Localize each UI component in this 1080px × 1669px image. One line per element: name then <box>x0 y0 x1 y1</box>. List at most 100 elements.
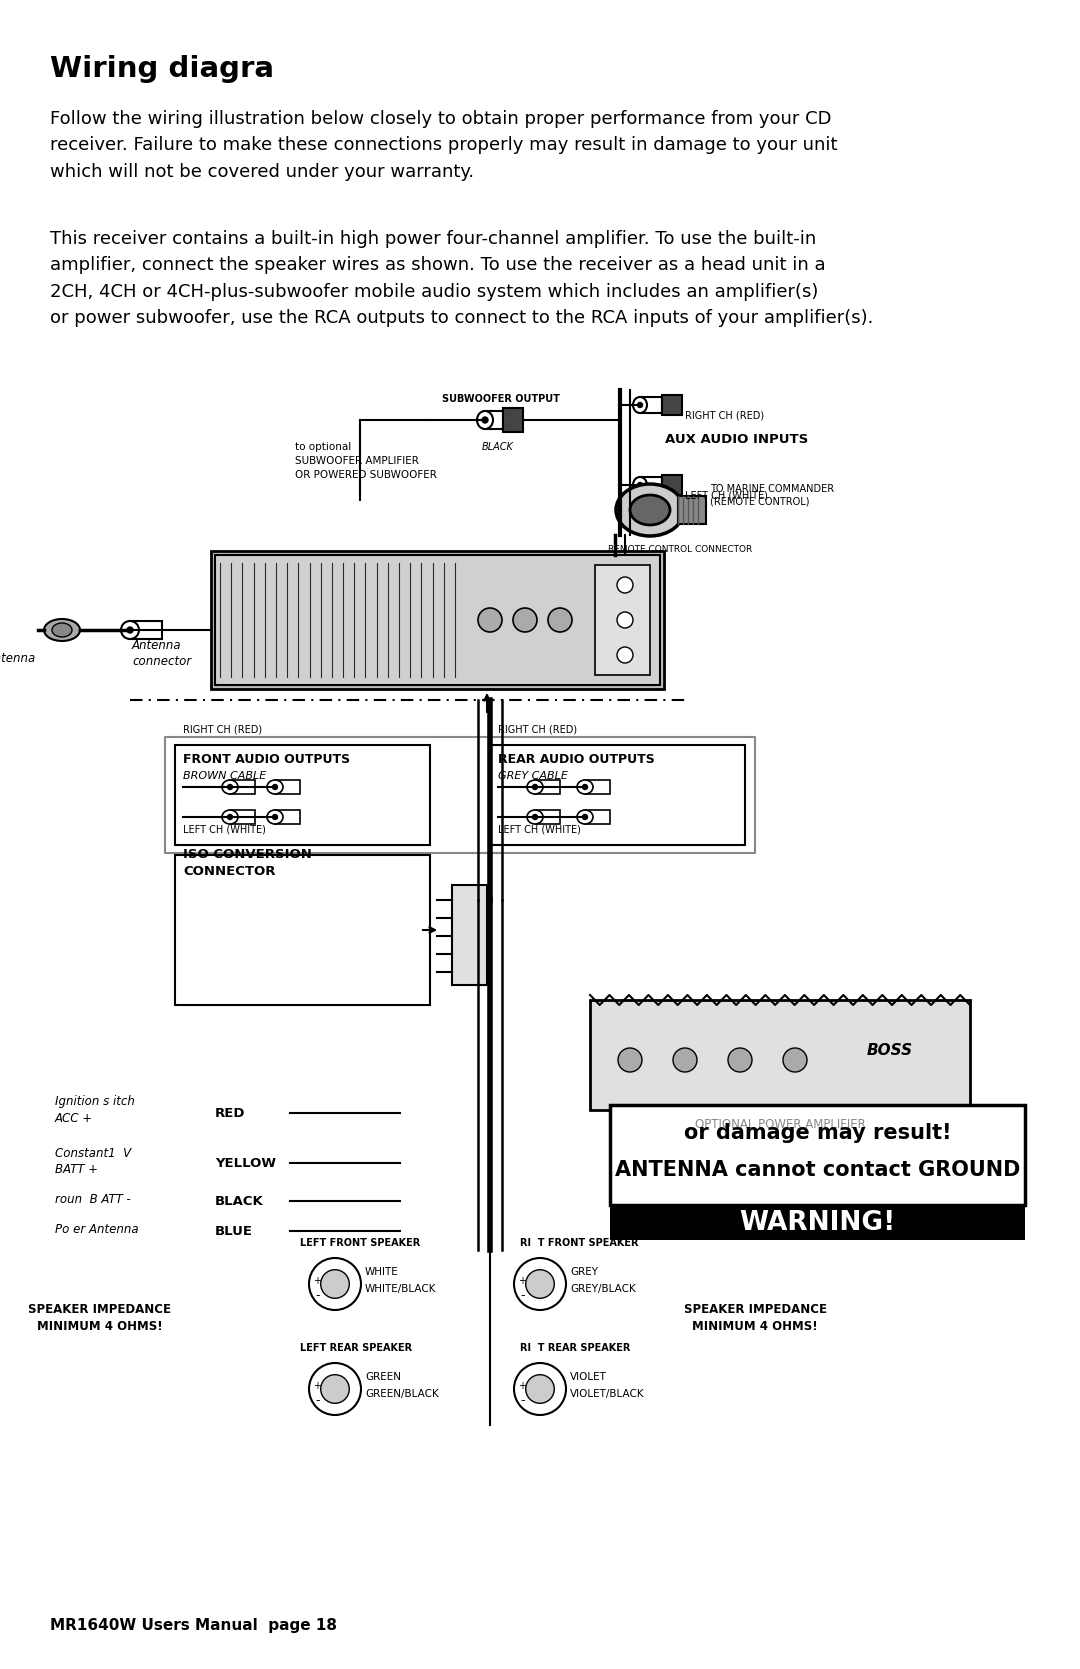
Bar <box>230 779 255 794</box>
Text: Constant1  V: Constant1 V <box>55 1147 131 1160</box>
Text: RI  T FRONT SPEAKER: RI T FRONT SPEAKER <box>519 1238 638 1248</box>
Text: WARNING!: WARNING! <box>740 1210 895 1237</box>
Text: BLACK: BLACK <box>482 442 514 452</box>
Text: WHITE: WHITE <box>365 1267 399 1277</box>
Ellipse shape <box>637 482 643 487</box>
Bar <box>230 809 255 824</box>
Text: +: + <box>313 1380 322 1390</box>
Ellipse shape <box>616 484 684 536</box>
Circle shape <box>321 1375 349 1404</box>
Circle shape <box>728 1048 752 1071</box>
Text: RED: RED <box>215 1107 245 1120</box>
Text: REAR AUDIO OUTPUTS: REAR AUDIO OUTPUTS <box>498 753 654 766</box>
Text: GREY/BLACK: GREY/BLACK <box>570 1283 636 1293</box>
Ellipse shape <box>222 809 238 824</box>
Text: Wiring diagra: Wiring diagra <box>50 55 274 83</box>
Ellipse shape <box>633 477 647 492</box>
Ellipse shape <box>222 779 238 794</box>
Circle shape <box>673 1048 697 1071</box>
Ellipse shape <box>127 628 133 633</box>
Bar <box>610 1205 1025 1240</box>
Bar <box>485 411 503 429</box>
Circle shape <box>526 1270 554 1298</box>
Circle shape <box>618 1048 642 1071</box>
Bar <box>211 551 664 689</box>
Ellipse shape <box>44 619 80 641</box>
Text: LEFT CH (WHITE): LEFT CH (WHITE) <box>498 824 581 834</box>
Text: WHITE/BLACK: WHITE/BLACK <box>365 1283 436 1293</box>
Text: or damage may result!: or damage may result! <box>684 1123 951 1143</box>
Text: YELLOW: YELLOW <box>215 1157 276 1170</box>
Text: GREY: GREY <box>570 1267 598 1277</box>
Text: BLUE: BLUE <box>215 1225 253 1238</box>
Text: BATT +: BATT + <box>55 1163 98 1177</box>
Text: BLACK: BLACK <box>215 1195 264 1208</box>
Text: -: - <box>521 1395 525 1407</box>
Circle shape <box>548 608 572 633</box>
Text: SPEAKER IMPEDANCE
MINIMUM 4 OHMS!: SPEAKER IMPEDANCE MINIMUM 4 OHMS! <box>28 1303 172 1334</box>
Ellipse shape <box>121 621 139 639</box>
Ellipse shape <box>272 814 278 819</box>
Text: -: - <box>521 1290 525 1302</box>
Ellipse shape <box>577 809 593 824</box>
Bar <box>535 779 561 794</box>
Ellipse shape <box>228 814 232 819</box>
Text: LEFT REAR SPEAKER: LEFT REAR SPEAKER <box>300 1344 413 1354</box>
Ellipse shape <box>267 809 283 824</box>
Ellipse shape <box>630 496 670 526</box>
Text: ISO CONVERSION
CONNECTOR: ISO CONVERSION CONNECTOR <box>183 848 312 878</box>
Ellipse shape <box>582 814 588 819</box>
Text: AUX AUDIO INPUTS: AUX AUDIO INPUTS <box>665 432 808 446</box>
Circle shape <box>783 1048 807 1071</box>
Bar <box>595 566 650 674</box>
Text: RIGHT CH (RED): RIGHT CH (RED) <box>183 724 262 734</box>
Text: to optional
SUBWOOFER AMPLIFIER
OR POWERED SUBWOOFER: to optional SUBWOOFER AMPLIFIER OR POWER… <box>295 442 437 481</box>
Circle shape <box>309 1258 361 1310</box>
Text: Ignition s itch: Ignition s itch <box>55 1095 135 1108</box>
Text: GREEN/BLACK: GREEN/BLACK <box>365 1389 438 1399</box>
Text: LEFT CH (WHITE): LEFT CH (WHITE) <box>183 824 266 834</box>
Bar <box>662 476 681 496</box>
Bar <box>275 779 300 794</box>
Text: -: - <box>315 1290 320 1302</box>
Text: LEFT FRONT SPEAKER: LEFT FRONT SPEAKER <box>300 1238 420 1248</box>
Bar <box>535 809 561 824</box>
Circle shape <box>309 1364 361 1415</box>
Ellipse shape <box>637 402 643 407</box>
Text: This receiver contains a built-in high power four-channel amplifier. To use the : This receiver contains a built-in high p… <box>50 230 874 327</box>
Text: REMOTE CONTROL CONNECTOR: REMOTE CONTROL CONNECTOR <box>608 546 753 554</box>
Text: SUBWOOFER OUTPUT: SUBWOOFER OUTPUT <box>442 394 559 404</box>
Text: TO MARINE COMMANDER
(REMOTE CONTROL): TO MARINE COMMANDER (REMOTE CONTROL) <box>710 484 834 507</box>
Text: +: + <box>518 1277 526 1287</box>
Text: -: - <box>315 1395 320 1407</box>
Text: BOSS: BOSS <box>867 1043 913 1058</box>
Ellipse shape <box>532 814 538 819</box>
Text: RI  T REAR SPEAKER: RI T REAR SPEAKER <box>519 1344 631 1354</box>
Ellipse shape <box>228 784 232 789</box>
Circle shape <box>514 1364 566 1415</box>
Bar <box>590 1000 970 1110</box>
Bar <box>585 779 610 794</box>
Text: GREEN: GREEN <box>365 1372 401 1382</box>
Ellipse shape <box>532 784 538 789</box>
Bar <box>585 809 610 824</box>
Bar <box>275 809 300 824</box>
Text: OPTIONAL POWER AMPLIFIER: OPTIONAL POWER AMPLIFIER <box>694 1118 865 1132</box>
Ellipse shape <box>272 784 278 789</box>
Ellipse shape <box>267 779 283 794</box>
Ellipse shape <box>577 779 593 794</box>
Text: roun  B ATT -: roun B ATT - <box>55 1193 131 1207</box>
Ellipse shape <box>477 411 492 429</box>
Ellipse shape <box>482 417 488 422</box>
Text: +: + <box>313 1277 322 1287</box>
Text: MR1640W Users Manual  page 18: MR1640W Users Manual page 18 <box>50 1617 337 1632</box>
Text: Po er Antenna: Po er Antenna <box>55 1223 138 1237</box>
Text: ANTENNA cannot contact GROUND: ANTENNA cannot contact GROUND <box>615 1160 1021 1180</box>
Bar <box>678 496 706 524</box>
Text: VIOLET: VIOLET <box>570 1372 607 1382</box>
Text: FRONT AUDIO OUTPUTS: FRONT AUDIO OUTPUTS <box>183 753 350 766</box>
Ellipse shape <box>633 397 647 412</box>
Ellipse shape <box>527 779 543 794</box>
Bar <box>662 396 681 416</box>
Circle shape <box>321 1270 349 1298</box>
